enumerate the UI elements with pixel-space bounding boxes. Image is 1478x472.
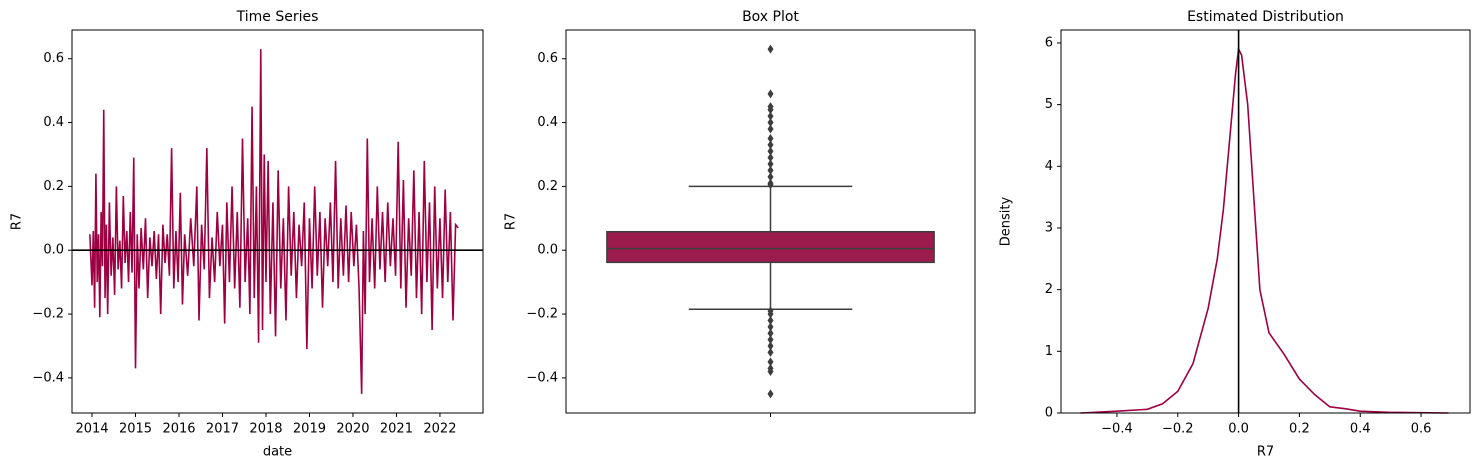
outlier [767, 347, 774, 357]
outlier [767, 341, 774, 351]
outlier [767, 180, 774, 190]
outlier [767, 159, 774, 169]
outlier [767, 335, 774, 345]
y-tick-label: 2 [1045, 282, 1053, 297]
y-tick-label: 6 [1045, 35, 1053, 50]
outlier [767, 146, 774, 156]
y-tick-label: 0.2 [537, 179, 558, 194]
y-tick-label: 1 [1045, 344, 1053, 359]
y-tick-label: 0 [1045, 406, 1053, 421]
outlier [767, 172, 774, 182]
axes-frame [565, 29, 976, 414]
outlier [767, 134, 774, 144]
y-tick-label: 5 [1045, 97, 1053, 112]
y-tick-label: −0.2 [526, 307, 558, 322]
x-tick-label: 2014 [75, 422, 108, 437]
axes-frame [1060, 29, 1471, 414]
chart-title: Box Plot [742, 9, 799, 25]
outlier [767, 105, 774, 115]
box [606, 230, 935, 264]
y-tick-label: 3 [1045, 220, 1053, 235]
x-tick-label: −0.2 [1162, 422, 1194, 437]
x-tick-label: 0.0 [1228, 422, 1249, 437]
x-axis-label: R7 [1257, 445, 1274, 460]
x-tick-label: 0.4 [1350, 422, 1371, 437]
chart-title: Time Series [236, 9, 319, 25]
y-tick-label: 0.4 [537, 115, 558, 130]
y-axis-label: R7 [10, 213, 25, 230]
y-tick-label: 4 [1045, 159, 1053, 174]
y-tick-label: 0.4 [43, 115, 64, 130]
x-tick-label: 0.6 [1411, 422, 1432, 437]
x-tick-label: 0.2 [1289, 422, 1310, 437]
x-axis-label: date [263, 445, 292, 460]
y-tick-label: −0.2 [32, 307, 64, 322]
y-tick-label: 0.6 [43, 51, 64, 66]
x-tick-label: 2020 [336, 422, 369, 437]
x-tick-label: 2021 [380, 422, 413, 437]
line [89, 49, 459, 394]
outlier [767, 322, 774, 332]
outlier [767, 315, 774, 325]
y-tick-label: 0.2 [43, 179, 64, 194]
outlier [767, 44, 774, 54]
x-tick-label: 2022 [423, 422, 456, 437]
outlier [767, 118, 774, 128]
y-tick-label: −0.4 [32, 370, 64, 385]
outlier [767, 328, 774, 338]
outlier [767, 165, 774, 175]
x-tick-label: 2017 [206, 422, 239, 437]
line [1080, 46, 1449, 414]
outlier [767, 111, 774, 121]
x-tick-label: 2016 [162, 422, 195, 437]
outlier [767, 389, 774, 399]
x-tick-label: 2018 [249, 422, 282, 437]
y-axis-label: R7 [504, 213, 519, 230]
outlier [767, 309, 774, 319]
outlier [767, 367, 774, 377]
outlier [767, 124, 774, 134]
outlier [767, 153, 774, 163]
y-tick-label: −0.4 [526, 370, 558, 385]
y-axis-label: Density [999, 196, 1014, 246]
y-tick-label: 0.6 [537, 51, 558, 66]
chart-title: Estimated Distribution [1187, 9, 1344, 25]
axes-frame [71, 29, 484, 414]
outlier [767, 89, 774, 99]
y-tick-label: 0.0 [537, 243, 558, 258]
x-tick-label: −0.4 [1101, 422, 1133, 437]
x-tick-label: 2019 [293, 422, 326, 437]
outlier [767, 140, 774, 150]
y-tick-label: 0.0 [43, 243, 64, 258]
x-tick-label: 2015 [119, 422, 152, 437]
outlier [767, 357, 774, 367]
